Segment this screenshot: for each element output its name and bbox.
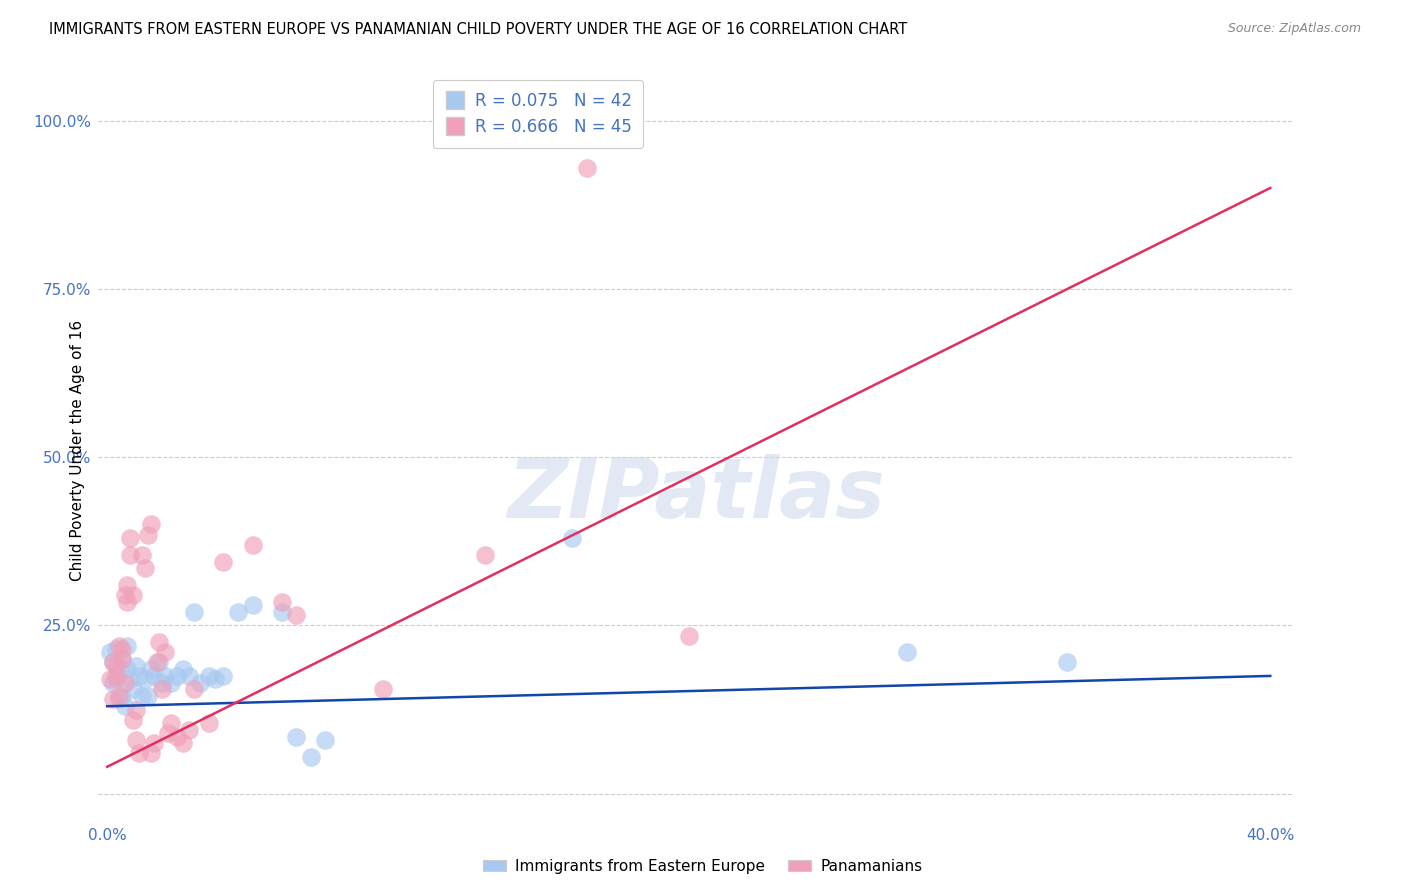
Point bbox=[150, 682, 173, 697]
Point bbox=[114, 588, 136, 602]
Point bbox=[136, 527, 159, 541]
Point bbox=[136, 689, 159, 703]
Point bbox=[177, 723, 200, 737]
Legend: R = 0.075   N = 42, R = 0.666   N = 45: R = 0.075 N = 42, R = 0.666 N = 45 bbox=[433, 80, 644, 148]
Point bbox=[270, 605, 292, 619]
Point bbox=[226, 605, 249, 619]
Point bbox=[111, 652, 134, 666]
Text: ZIPatlas: ZIPatlas bbox=[508, 454, 884, 535]
Text: IMMIGRANTS FROM EASTERN EUROPE VS PANAMANIAN CHILD POVERTY UNDER THE AGE OF 16 C: IMMIGRANTS FROM EASTERN EUROPE VS PANAMA… bbox=[49, 22, 907, 37]
Point bbox=[142, 736, 165, 750]
Point bbox=[561, 531, 583, 545]
Point bbox=[198, 669, 221, 683]
Point bbox=[150, 675, 173, 690]
Point bbox=[114, 675, 136, 690]
Point bbox=[678, 629, 700, 643]
Point bbox=[117, 595, 139, 609]
Point bbox=[299, 749, 322, 764]
Point bbox=[198, 716, 221, 731]
Point bbox=[242, 599, 264, 613]
Point bbox=[131, 548, 153, 562]
Point bbox=[104, 658, 127, 673]
Point bbox=[212, 669, 235, 683]
Point bbox=[142, 669, 165, 683]
Point bbox=[166, 730, 188, 744]
Point bbox=[120, 548, 142, 562]
Point bbox=[177, 669, 200, 683]
Point bbox=[242, 538, 264, 552]
Point bbox=[183, 682, 205, 697]
Point bbox=[212, 555, 235, 569]
Point bbox=[160, 716, 183, 731]
Point bbox=[104, 642, 127, 657]
Point bbox=[120, 531, 142, 545]
Point bbox=[160, 675, 183, 690]
Point bbox=[101, 656, 124, 670]
Point bbox=[122, 588, 145, 602]
Point bbox=[131, 689, 153, 703]
Point bbox=[314, 732, 336, 747]
Point bbox=[125, 658, 148, 673]
Y-axis label: Child Poverty Under the Age of 16: Child Poverty Under the Age of 16 bbox=[69, 320, 84, 581]
Point bbox=[107, 689, 129, 703]
Text: Source: ZipAtlas.com: Source: ZipAtlas.com bbox=[1227, 22, 1361, 36]
Point bbox=[474, 548, 496, 562]
Point bbox=[166, 669, 188, 683]
Point bbox=[104, 673, 127, 687]
Point bbox=[188, 675, 211, 690]
Point bbox=[896, 645, 918, 659]
Point bbox=[139, 662, 162, 676]
Point bbox=[575, 161, 598, 175]
Point bbox=[107, 662, 129, 676]
Point bbox=[172, 736, 194, 750]
Point bbox=[139, 747, 162, 761]
Point bbox=[373, 682, 395, 697]
Point bbox=[122, 682, 145, 697]
Point bbox=[148, 656, 170, 670]
Point bbox=[155, 645, 177, 659]
Point bbox=[145, 656, 167, 670]
Point bbox=[107, 692, 129, 706]
Point bbox=[125, 732, 148, 747]
Point bbox=[101, 675, 124, 690]
Point bbox=[128, 669, 150, 683]
Point bbox=[98, 645, 121, 659]
Point bbox=[101, 692, 124, 706]
Point bbox=[172, 662, 194, 676]
Point bbox=[1056, 656, 1078, 670]
Point bbox=[107, 639, 129, 653]
Point bbox=[117, 578, 139, 592]
Point bbox=[114, 699, 136, 714]
Point bbox=[120, 673, 142, 687]
Point bbox=[111, 642, 134, 657]
Point bbox=[204, 673, 226, 687]
Point bbox=[117, 639, 139, 653]
Point bbox=[125, 703, 148, 717]
Point bbox=[134, 673, 156, 687]
Point bbox=[285, 730, 308, 744]
Point bbox=[101, 656, 124, 670]
Point bbox=[98, 673, 121, 687]
Point bbox=[139, 517, 162, 532]
Point bbox=[111, 652, 134, 666]
Point bbox=[270, 595, 292, 609]
Point bbox=[104, 669, 127, 683]
Point bbox=[122, 713, 145, 727]
Point bbox=[134, 561, 156, 575]
Point bbox=[111, 689, 134, 703]
Point bbox=[285, 608, 308, 623]
Legend: Immigrants from Eastern Europe, Panamanians: Immigrants from Eastern Europe, Panamani… bbox=[477, 853, 929, 880]
Point bbox=[157, 726, 180, 740]
Point bbox=[155, 669, 177, 683]
Point bbox=[128, 747, 150, 761]
Point bbox=[148, 635, 170, 649]
Point bbox=[117, 662, 139, 676]
Point bbox=[183, 605, 205, 619]
